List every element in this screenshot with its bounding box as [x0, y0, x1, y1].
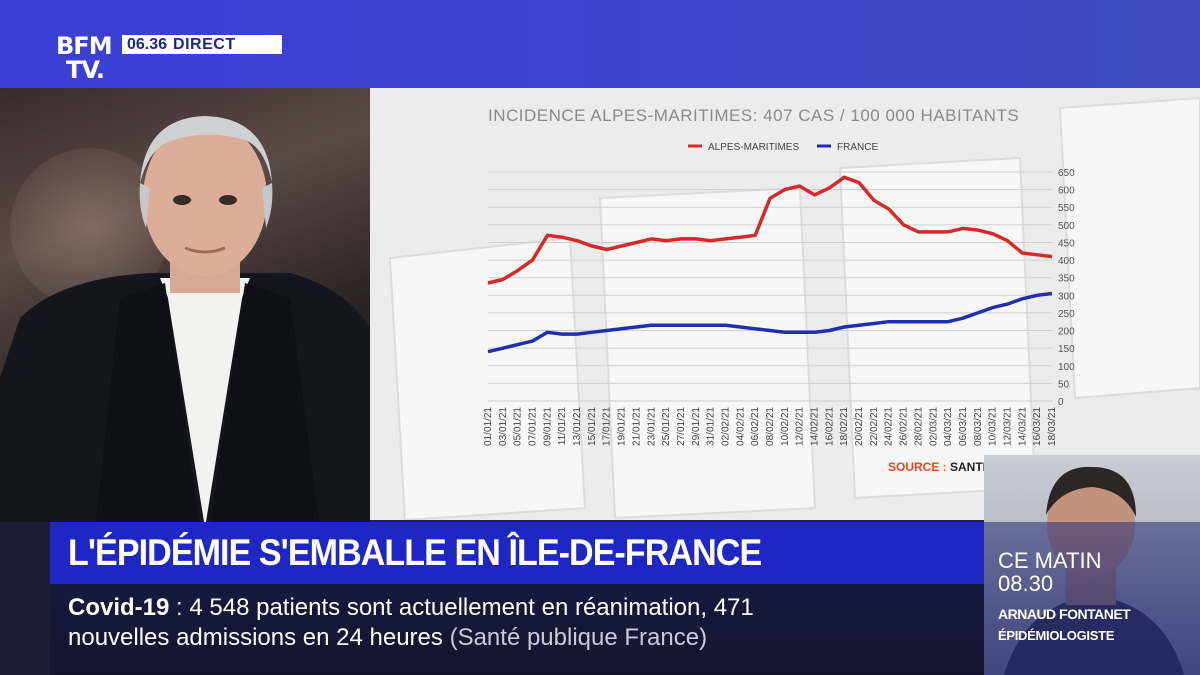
x-tick-label: 12/02/21 [795, 407, 806, 446]
headline-text: L'ÉPIDÉMIE S'EMBALLE EN ÎLE-DE-FRANCE [68, 532, 762, 573]
guest-show-label: CE MATIN [998, 548, 1102, 573]
x-tick-label: 02/02/21 [720, 407, 731, 446]
x-tick-label: 04/03/21 [943, 407, 954, 446]
x-tick-label: 16/03/21 [1032, 407, 1043, 446]
clock-live-badge: 06.36 DIRECT [122, 35, 282, 54]
ticker-keyword: Covid-19 [68, 594, 170, 621]
line-chart: ALPES-MARITIMES FRANCE 0 50 100 150 200 250 300… [483, 142, 1075, 446]
y-tick-label: 550 [1058, 203, 1075, 214]
y-tick-label: 450 [1058, 238, 1075, 249]
guest-name: ARNAUD FONTANET [998, 606, 1131, 622]
x-tick-label: 14/02/21 [810, 407, 821, 446]
bfm-watermark [388, 96, 1200, 520]
x-tick-label: 07/01/21 [528, 407, 539, 446]
ticker-text-1: 4 548 patients sont actuellement en réan… [189, 594, 754, 621]
bfm-tv-logo: BFM TV. [56, 34, 118, 84]
presenter-figure [0, 116, 370, 528]
chart-series [487, 175, 1053, 354]
y-tick-label: 150 [1058, 344, 1075, 355]
x-tick-label: 14/03/21 [1017, 407, 1028, 446]
legend-label: FRANCE [837, 142, 878, 153]
legend-label: ALPES-MARITIMES [708, 142, 799, 153]
logo-line-1: BFM [56, 32, 113, 60]
x-tick-label: 08/03/21 [973, 407, 984, 446]
x-tick-label: 23/01/21 [646, 407, 657, 446]
ticker-line-2: nouvelles admissions en 24 heures (Santé… [68, 624, 707, 652]
x-tick-label: 06/03/21 [958, 407, 969, 446]
chart-title: INCIDENCE ALPES-MARITIMES: 407 CAS / 100… [488, 106, 1020, 125]
news-ticker: Covid-19 : 4 548 patients sont actuellem… [50, 584, 984, 675]
x-tick-label: 22/02/21 [869, 407, 880, 446]
x-tick-label: 12/03/21 [1002, 407, 1013, 446]
ticker-source: (Santé publique France) [449, 624, 708, 651]
ticker-text-2: nouvelles admissions en 24 heures [68, 624, 443, 651]
chart-legend: ALPES-MARITIMES FRANCE [688, 142, 878, 153]
channel-banner: BFM TV. 06.36 DIRECT [0, 0, 1200, 88]
y-tick-label: 250 [1058, 309, 1075, 320]
series-line-france [487, 291, 1053, 354]
x-tick-label: 18/02/21 [839, 407, 850, 446]
x-tick-label: 16/02/21 [824, 407, 835, 446]
x-tick-label: 10/02/21 [780, 407, 791, 446]
y-tick-label: 350 [1058, 274, 1075, 285]
y-tick-label: 200 [1058, 327, 1075, 338]
x-tick-label: 11/01/21 [557, 407, 568, 446]
x-tick-label: 04/02/21 [735, 407, 746, 446]
y-tick-label: 0 [1058, 397, 1064, 408]
y-tick-label: 650 [1058, 168, 1075, 179]
x-tick-label: 01/01/21 [483, 407, 494, 446]
chart-grid [488, 171, 1052, 402]
x-tick-label: 28/02/21 [913, 407, 924, 446]
x-tick-label: 08/02/21 [765, 407, 776, 446]
source-label: SOURCE : [888, 460, 947, 474]
x-tick-label: 18/03/21 [1047, 407, 1058, 446]
headline-bar: L'ÉPIDÉMIE S'EMBALLE EN ÎLE-DE-FRANCE [50, 522, 984, 584]
logo-line-2: TV. [66, 56, 105, 84]
x-tick-label: 02/03/21 [928, 407, 939, 446]
x-tick-label: 21/01/21 [631, 407, 642, 446]
x-tick-label: 17/01/21 [602, 407, 613, 446]
guest-info: CE MATIN 08.30 ARNAUD FONTANET ÉPIDÉMIOL… [984, 522, 1200, 675]
y-tick-label: 400 [1058, 256, 1075, 267]
x-tick-label: 06/02/21 [750, 407, 761, 446]
x-tick-label: 19/01/21 [617, 407, 628, 446]
x-axis-ticks: 01/01/21 03/01/21 05/01/21 07/01/21 09/01/21… [483, 407, 1058, 446]
ticker-separator: : [169, 594, 190, 621]
x-tick-label: 09/01/21 [542, 407, 553, 446]
series-line-alpes-maritimes [487, 175, 1053, 285]
x-tick-label: 15/01/21 [587, 407, 598, 446]
x-tick-label: 10/03/21 [988, 407, 999, 446]
guest-role: ÉPIDÉMIOLOGISTE [998, 628, 1115, 643]
live-label: DIRECT [173, 35, 236, 53]
studio-video [0, 88, 370, 528]
y-tick-label: 300 [1058, 291, 1075, 302]
y-tick-label: 50 [1058, 379, 1070, 390]
clock-time: 06.36 [127, 35, 168, 53]
x-tick-label: 03/01/21 [498, 407, 509, 446]
x-tick-label: 25/01/21 [661, 407, 672, 446]
y-axis-ticks: 0 50 100 150 200 250 300 350 400 450 500 550 600 650 [1058, 168, 1075, 408]
x-tick-label: 31/01/21 [706, 407, 717, 446]
chart-panel: INCIDENCE ALPES-MARITIMES: 407 CAS / 100… [370, 88, 1200, 520]
x-tick-label: 26/02/21 [899, 407, 910, 446]
x-tick-label: 24/02/21 [884, 407, 895, 446]
x-tick-label: 20/02/21 [854, 407, 865, 446]
y-tick-label: 100 [1058, 362, 1075, 373]
guest-show-time: 08.30 [998, 571, 1054, 596]
x-tick-label: 05/01/21 [513, 407, 524, 446]
y-tick-label: 500 [1058, 221, 1075, 232]
x-tick-label: 29/01/21 [691, 407, 702, 446]
left-strip [0, 522, 50, 675]
ticker-line-1: Covid-19 : 4 548 patients sont actuellem… [68, 594, 754, 622]
x-tick-label: 13/01/21 [572, 407, 583, 446]
y-tick-label: 600 [1058, 186, 1075, 197]
x-tick-label: 27/01/21 [676, 407, 687, 446]
